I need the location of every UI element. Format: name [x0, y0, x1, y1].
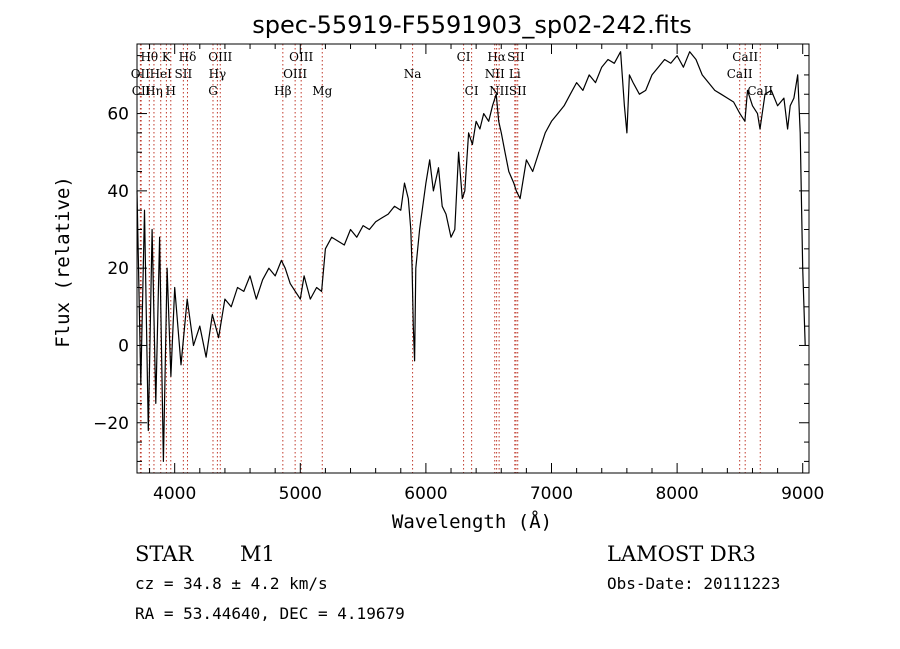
line-marker-label-22: Li: [509, 67, 521, 81]
line-marker-label-5: K: [162, 50, 172, 64]
line-marker-label-21: NII: [485, 67, 505, 81]
x-tick-label-8000: 8000: [655, 484, 698, 504]
line-marker-label-14: OIII: [283, 67, 307, 81]
y-axis-label: Flux (relative): [52, 176, 74, 348]
coordinates: RA = 53.44640, DEC = 4.19679: [135, 604, 405, 623]
x-tick-label-5000: 5000: [279, 484, 322, 504]
y-axis: −20 0 20 40 60: [93, 55, 809, 462]
survey-name: LAMOST DR3: [607, 542, 756, 566]
plot-frame: [136, 43, 810, 474]
line-marker-label-13: OIII: [289, 50, 313, 64]
y-tick-label-40: 40: [107, 182, 129, 202]
chart-title: spec-55919-F5591903_sp02-242.fits: [252, 11, 691, 39]
line-marker-label-23: NII: [489, 84, 509, 98]
line-marker-label-0: Hθ: [140, 50, 158, 64]
x-tick-label-7000: 7000: [530, 484, 573, 504]
line-marker-label-10: Hγ: [209, 67, 227, 81]
y-tick-label-20: 20: [107, 259, 129, 279]
y-tick-label--20: −20: [93, 414, 129, 434]
line-marker-label-4: HeI: [150, 67, 173, 81]
line-marker-label-9: OIII: [208, 50, 232, 64]
line-marker-label-20: SII: [507, 50, 525, 64]
x-axis-label: Wavelength (Å): [392, 510, 552, 533]
line-marker-label-27: CaII: [747, 84, 773, 98]
object-type: STAR: [135, 542, 194, 566]
line-marker-label-18: CI: [465, 84, 479, 98]
line-marker-label-12: Hβ: [274, 84, 291, 98]
y-tick-label-0: 0: [118, 336, 129, 356]
x-tick-label-4000: 4000: [153, 484, 196, 504]
line-marker-label-17: CI: [457, 50, 471, 64]
y-tick-label-60: 60: [107, 105, 129, 125]
line-marker-label-7: SII: [174, 67, 192, 81]
line-marker-label-11: G: [208, 84, 218, 98]
line-marker-label-1: OII: [131, 67, 151, 81]
series-layer: [136, 51, 806, 462]
line-marker-label-6: H: [166, 84, 176, 98]
redshift-velocity: cz = 34.8 ± 4.2 km/s: [135, 574, 328, 593]
x-tick-label-6000: 6000: [404, 484, 447, 504]
line-marker-label-3: Hη: [145, 84, 163, 98]
line-marker-label-16: Na: [404, 67, 422, 81]
x-axis: 4000 5000 6000 7000 8000 9000: [149, 44, 824, 504]
line-marker-label-8: Hδ: [179, 50, 197, 64]
observation-date: Obs-Date: 20111223: [607, 574, 780, 593]
line-marker-label-15: Mg: [312, 84, 332, 98]
line-marker-label-19: Hα: [487, 50, 506, 64]
x-tick-label-9000: 9000: [781, 484, 824, 504]
object-subclass: M1: [240, 542, 275, 566]
line-marker-label-24: SII: [509, 84, 527, 98]
line-marker-label-26: CaII: [727, 67, 753, 81]
line-marker-label-25: CaII: [732, 50, 758, 64]
series-line-flux: [136, 51, 806, 462]
